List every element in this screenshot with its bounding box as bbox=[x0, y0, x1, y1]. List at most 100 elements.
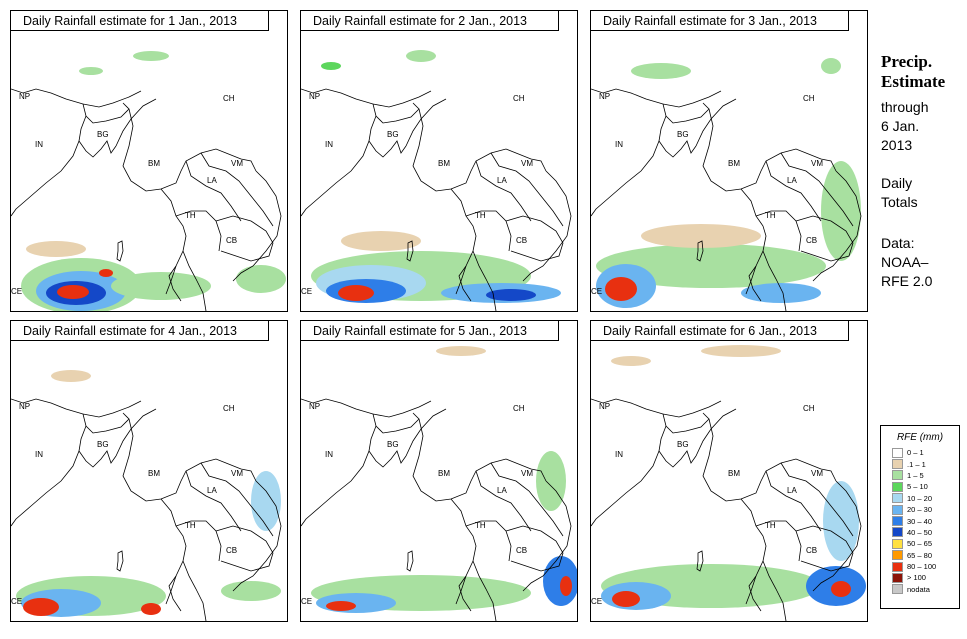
country-border bbox=[780, 152, 854, 227]
country-border bbox=[160, 188, 187, 295]
country-label-ch: CH bbox=[223, 94, 235, 103]
legend-item: 0 – 1 bbox=[881, 447, 959, 458]
country-border bbox=[780, 462, 854, 537]
title-line-1: Precip. bbox=[881, 52, 933, 71]
country-label-la: LA bbox=[497, 176, 507, 185]
country-border bbox=[475, 470, 532, 532]
country-label-th: TH bbox=[185, 521, 196, 530]
country-label-ce: CE bbox=[301, 597, 312, 606]
legend-swatch bbox=[892, 572, 903, 583]
country-label-bm: BM bbox=[148, 159, 160, 168]
country-border bbox=[812, 480, 862, 592]
country-label-bm: BM bbox=[438, 159, 450, 168]
data-line-1: Data: bbox=[881, 235, 915, 251]
country-border bbox=[465, 520, 512, 562]
legend-item: 80 – 100 bbox=[881, 561, 959, 572]
country-label-ch: CH bbox=[513, 404, 525, 413]
country-border bbox=[748, 265, 762, 302]
date-line-2: 2013 bbox=[881, 137, 913, 153]
country-border bbox=[458, 575, 472, 612]
country-label-la: LA bbox=[497, 486, 507, 495]
country-border bbox=[185, 160, 242, 222]
country-label-ch: CH bbox=[803, 94, 815, 103]
country-label-cb: CB bbox=[806, 236, 817, 245]
legend-item: .1 – 1 bbox=[881, 458, 959, 470]
country-border bbox=[11, 398, 142, 418]
country-label-bg: BG bbox=[677, 440, 689, 449]
country-border bbox=[762, 560, 787, 621]
country-border bbox=[765, 160, 822, 222]
rainfall-area bbox=[436, 346, 486, 356]
country-border bbox=[658, 425, 697, 468]
rainfall-area bbox=[605, 277, 637, 301]
country-border bbox=[301, 398, 432, 418]
legend-label: nodata bbox=[907, 584, 930, 594]
country-border bbox=[591, 450, 660, 527]
country-border bbox=[591, 140, 660, 217]
country-label-ce: CE bbox=[11, 287, 22, 296]
map-panel-2: NP CH IN BG BM VM LA TH CB CE Daily Rainfall esti… bbox=[300, 10, 578, 312]
country-border bbox=[182, 560, 207, 621]
country-border bbox=[405, 98, 447, 147]
country-border bbox=[368, 115, 407, 158]
country-label-bg: BG bbox=[97, 130, 109, 139]
country-border bbox=[740, 188, 767, 295]
country-label-la: LA bbox=[787, 176, 797, 185]
rainfall-area bbox=[341, 231, 421, 251]
country-border bbox=[695, 98, 737, 147]
through-label: through bbox=[881, 99, 929, 115]
country-border bbox=[591, 88, 722, 108]
country-border bbox=[232, 170, 282, 282]
island-outline bbox=[696, 240, 704, 262]
country-label-bm: BM bbox=[728, 469, 740, 478]
country-label-np: NP bbox=[19, 402, 30, 411]
country-label-cb: CB bbox=[226, 546, 237, 555]
country-border bbox=[591, 398, 722, 418]
map-panel-4: NP CH IN BG BM VM LA TH CB CE Daily Rainfall esti… bbox=[10, 320, 288, 622]
country-border bbox=[232, 480, 282, 592]
rainfall-area bbox=[111, 272, 211, 300]
legend-item: 10 – 20 bbox=[881, 493, 959, 504]
country-border bbox=[175, 210, 222, 252]
map-panel-3: NP CH IN BG BM VM LA TH CB CE Daily Rainfall esti… bbox=[590, 10, 868, 312]
legend-swatch bbox=[892, 504, 903, 515]
country-border bbox=[490, 462, 564, 537]
country-label-cb: CB bbox=[226, 236, 237, 245]
country-label-la: LA bbox=[207, 486, 217, 495]
rainfall-area bbox=[23, 598, 59, 616]
panel-title: Daily Rainfall estimate for 5 Jan., 2013 bbox=[301, 321, 559, 341]
country-border bbox=[215, 525, 274, 572]
legend-swatch bbox=[892, 470, 903, 481]
legend-swatch bbox=[892, 550, 903, 561]
legend-label: 80 – 100 bbox=[907, 562, 937, 572]
country-border bbox=[450, 498, 477, 605]
country-border bbox=[160, 498, 187, 605]
data-source-text: Data: NOAA– RFE 2.0 bbox=[881, 234, 932, 291]
rainfall-area bbox=[221, 581, 281, 601]
legend-item: 20 – 30 bbox=[881, 504, 959, 515]
country-border bbox=[475, 160, 532, 222]
country-label-ce: CE bbox=[591, 287, 602, 296]
legend-label: > 100 bbox=[907, 573, 926, 583]
country-label-np: NP bbox=[309, 92, 320, 101]
country-border bbox=[695, 408, 737, 457]
legend-swatch bbox=[892, 516, 903, 527]
country-border bbox=[702, 418, 837, 502]
country-label-vm: VM bbox=[231, 159, 243, 168]
island-outline bbox=[696, 550, 704, 572]
legend-item: 5 – 10 bbox=[881, 481, 959, 492]
country-border bbox=[115, 408, 157, 457]
legend-label: 40 – 50 bbox=[907, 527, 933, 537]
country-border bbox=[812, 170, 862, 282]
rainfall-area bbox=[99, 269, 113, 277]
map-canvas: NP CH IN BG BM VM LA TH CB CE bbox=[591, 58, 862, 311]
country-label-vm: VM bbox=[231, 469, 243, 478]
daily-line-2: Totals bbox=[881, 194, 918, 210]
rainfall-area bbox=[79, 67, 103, 75]
panel-title: Daily Rainfall estimate for 4 Jan., 2013 bbox=[11, 321, 269, 341]
country-label-la: LA bbox=[787, 486, 797, 495]
country-border bbox=[450, 188, 477, 295]
country-label-bm: BM bbox=[148, 469, 160, 478]
legend-label: 0 – 1 bbox=[907, 448, 924, 458]
side-title: Precip. Estimate bbox=[881, 52, 945, 92]
